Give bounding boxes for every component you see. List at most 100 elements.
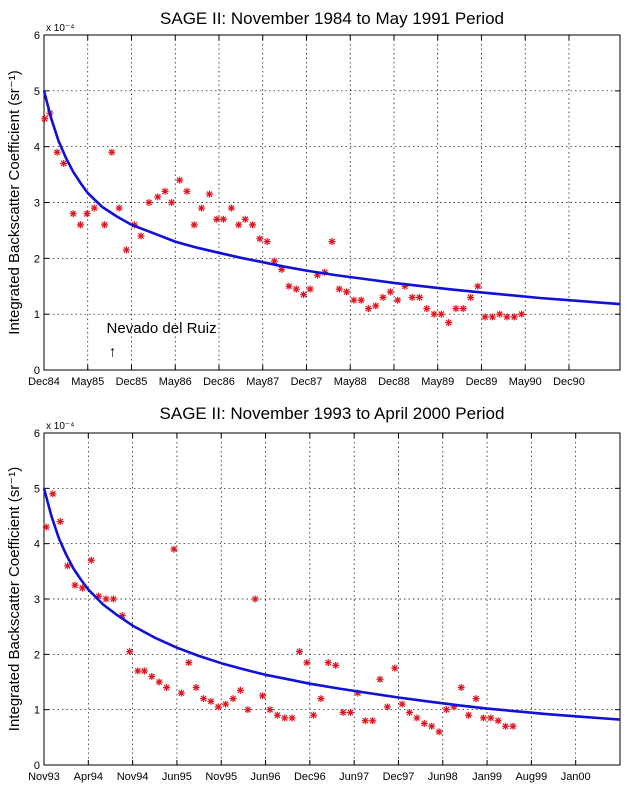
data-point — [437, 310, 445, 318]
data-point — [197, 204, 205, 212]
data-point — [343, 288, 351, 296]
data-point — [317, 695, 325, 703]
data-point — [78, 584, 86, 592]
data-point — [90, 204, 98, 212]
data-point — [266, 706, 274, 714]
data-point — [357, 296, 365, 304]
data-point — [214, 703, 222, 711]
annotation-label: Nevado del Ruiz — [107, 320, 217, 337]
x-tick-label: Dec97 — [383, 771, 415, 783]
data-point — [244, 706, 252, 714]
data-point — [108, 148, 116, 156]
data-point — [518, 310, 526, 318]
x-tick-label: Jan00 — [561, 771, 591, 783]
y-tick-label: 1 — [34, 705, 40, 717]
data-point — [235, 221, 243, 229]
data-point — [251, 595, 259, 603]
data-point — [386, 288, 394, 296]
data-point — [200, 695, 208, 703]
data-point — [428, 722, 436, 730]
data-point — [285, 282, 293, 290]
data-point — [488, 313, 496, 321]
x-tick-label: Dec89 — [466, 376, 498, 388]
x-tick-label: May86 — [159, 376, 192, 388]
data-point — [101, 221, 109, 229]
y-tick-label: 3 — [34, 198, 40, 210]
data-point — [69, 210, 77, 218]
data-point — [452, 305, 460, 313]
x-tick-label: Dec85 — [116, 376, 148, 388]
data-point — [481, 313, 489, 321]
data-point — [273, 711, 281, 719]
data-point — [324, 659, 332, 667]
data-point — [56, 518, 64, 526]
x-tick-label: Dec90 — [553, 376, 585, 388]
data-point — [369, 717, 377, 725]
data-point — [474, 282, 482, 290]
data-point — [413, 714, 421, 722]
chart-panel-1993-2000: Integrated Backscatter Coefficient (sr⁻¹… — [6, 404, 621, 783]
data-point — [263, 238, 271, 246]
y-tick-label: 2 — [34, 649, 40, 661]
data-point — [102, 595, 110, 603]
data-point — [163, 684, 171, 692]
data-point — [457, 684, 465, 692]
data-point — [442, 706, 450, 714]
data-point — [161, 187, 169, 195]
data-point — [148, 672, 156, 680]
y-axis-label: Integrated Backscatter Coefficient (sr⁻¹… — [6, 467, 23, 731]
x-tick-label: May90 — [509, 376, 542, 388]
y-tick-label: 5 — [34, 86, 40, 98]
data-point — [154, 193, 162, 201]
x-tick-label: Nov93 — [28, 771, 60, 783]
data-point — [170, 545, 178, 553]
fit-curve-line — [42, 90, 621, 306]
y-multiplier-label: x 10⁻⁴ — [46, 23, 74, 34]
data-point — [249, 221, 257, 229]
data-point — [41, 115, 49, 123]
data-point — [376, 675, 384, 683]
x-tick-label: Dec86 — [203, 376, 235, 388]
data-point — [479, 714, 487, 722]
x-tick-label: Apr94 — [74, 771, 103, 783]
data-point — [467, 293, 475, 301]
x-tick-label: Dec88 — [378, 376, 410, 388]
x-tick-label: May85 — [71, 376, 104, 388]
data-point — [241, 215, 249, 223]
data-point — [213, 215, 221, 223]
data-point — [502, 722, 510, 730]
chart-panel-1984-1991: Integrated Backscatter Coefficient (sr⁻¹… — [6, 9, 621, 388]
data-point — [306, 285, 314, 293]
x-tick-label: Jun96 — [251, 771, 281, 783]
data-point — [183, 187, 191, 195]
y-tick-label: 3 — [34, 594, 40, 606]
x-tick-label: Dec87 — [291, 376, 323, 388]
data-point — [206, 190, 214, 198]
data-point — [509, 722, 517, 730]
data-point — [465, 711, 473, 719]
data-point — [445, 319, 453, 327]
data-point — [219, 215, 227, 223]
annotation-arrow: ↑ — [109, 344, 117, 361]
x-tick-label: Aug99 — [515, 771, 547, 783]
data-point — [190, 221, 198, 229]
x-tick-label: Jan99 — [472, 771, 502, 783]
y-axis-label: Integrated Backscatter Coefficient (sr⁻¹… — [6, 70, 23, 334]
y-tick-label: 2 — [34, 253, 40, 265]
data-point — [296, 648, 304, 656]
data-point — [310, 711, 318, 719]
y-tick-label: 5 — [34, 483, 40, 495]
data-point — [115, 204, 123, 212]
data-point — [346, 708, 354, 716]
data-point — [140, 667, 148, 675]
data-point — [87, 556, 95, 564]
y-tick-label: 0 — [34, 760, 40, 772]
y-tick-label: 6 — [34, 30, 40, 42]
y-tick-label: 4 — [34, 539, 40, 551]
data-point — [398, 700, 406, 708]
data-point — [281, 714, 289, 722]
data-point — [394, 296, 402, 304]
fit-curve-line — [42, 487, 621, 721]
data-point — [408, 293, 416, 301]
